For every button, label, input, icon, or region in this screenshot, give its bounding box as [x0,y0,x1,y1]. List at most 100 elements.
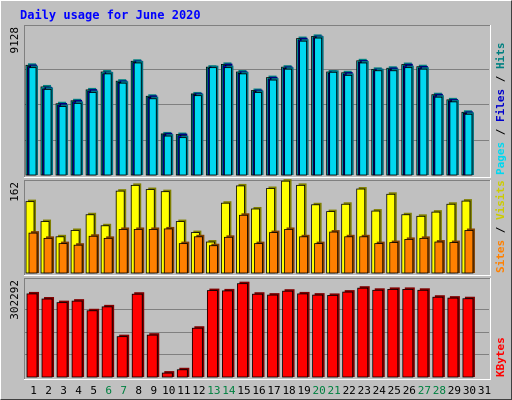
day-label: 13 [207,384,220,397]
bar-sites [133,229,143,274]
bar-pages [344,75,353,176]
day-label: 19 [297,384,310,397]
legend-label-visits: Visits [494,180,507,220]
bar-kbytes [342,291,354,378]
bar-sites [449,242,459,274]
day-label: 16 [252,384,265,397]
bar-kbytes [267,294,278,378]
bar-pages [404,67,413,176]
bar-sites [344,236,354,274]
max-label-kbytes: 302292 [8,280,21,320]
day-label: 30 [463,384,476,397]
bar-kbytes [402,288,414,378]
bar-kbytes [26,293,38,378]
bar-sites [464,230,474,274]
bar-pages [73,103,82,176]
day-label: 24 [373,384,387,397]
bar-kbytes [131,293,143,378]
bar-kbytes [101,306,113,378]
legend-requests: Pages / Files / Hits [494,43,507,176]
day-label: 10 [162,384,175,397]
day-label: 29 [448,384,461,397]
bar-kbytes [312,294,324,378]
bar-kbytes [252,293,263,378]
bar-kbytes [327,295,339,378]
bar-sites [359,236,369,274]
day-label: 6 [105,384,112,397]
day-label: 5 [90,384,97,397]
day-label: 20 [313,384,326,397]
bar-sites [208,245,218,274]
bar-kbytes [71,300,83,378]
bar-kbytes [41,298,53,378]
bar-pages [28,67,37,176]
panel-requests: 9128 Pages / Files / Hits [8,25,507,178]
plot-edge-light [24,180,491,276]
bar-sites [374,243,384,274]
day-label: 25 [388,384,401,397]
bar-kbytes [191,327,203,378]
plot-edge-dark [24,25,490,177]
bar-pages [133,62,142,176]
day-label: 22 [343,384,356,397]
bar-pages [88,92,97,176]
day-label: 3 [60,384,67,397]
legend-label-/: / [494,122,507,142]
bar-kbytes [432,296,444,378]
bar-sites [58,243,68,274]
bar-sites [43,237,53,274]
panel-visits: 162 Sites / Visits [8,179,507,276]
bar-kbytes [86,310,98,378]
legend-label-files: Files [494,89,507,122]
bar-sites [419,237,429,274]
bar-sites [163,228,173,274]
bar-pages [103,73,112,176]
plot-edge-light [24,25,491,178]
day-label: 9 [150,384,157,397]
bar-kbytes [372,289,384,378]
day-label: 14 [222,384,236,397]
max-label-visits: 162 [8,182,21,202]
bar-kbytes [116,336,128,378]
bar-kbytes [237,283,248,378]
day-label: 4 [75,384,82,397]
day-label: 23 [358,384,371,397]
day-label: 1 [30,384,37,397]
bar-pages [284,68,292,176]
bar-sites [404,239,414,274]
bar-pages [208,67,217,176]
bar-pages [419,68,428,176]
bar-sites [193,236,203,274]
bar-pages [118,82,127,176]
legend-visits: Sites / Visits [494,180,507,273]
day-label: 17 [267,384,280,397]
bar-pages [434,96,443,176]
bar-sites [118,229,128,274]
day-label: 27 [418,384,431,397]
plot-edge-dark [24,180,490,275]
day-label: 26 [403,384,416,397]
bar-sites [284,229,293,274]
bar-kbytes [462,298,474,378]
legend-label-kbytes: KBytes [494,337,507,377]
day-label: 21 [328,384,341,397]
bar-pages [58,106,67,176]
bar-sites [178,243,188,274]
day-label: 12 [192,384,205,397]
bar-pages [329,71,338,176]
bar-pages [314,37,323,176]
day-label: 8 [135,384,142,397]
bar-pages [148,98,157,176]
plot-edge-dark [24,278,490,379]
legend-label-sites: Sites [494,240,507,273]
bar-kbytes [387,288,399,378]
bar-kbytes [206,290,218,378]
max-label-requests: 9128 [8,27,21,54]
bar-pages [224,67,232,176]
bar-pages [163,135,172,176]
bar-sites [239,214,248,274]
day-label: 7 [120,384,127,397]
bar-sites [148,229,158,274]
bar-pages [193,95,202,176]
